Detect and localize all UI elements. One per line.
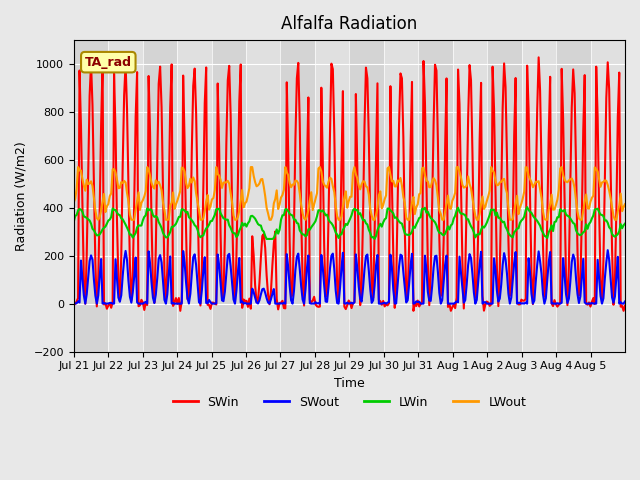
Legend: SWin, SWout, LWin, LWout: SWin, SWout, LWin, LWout (168, 391, 531, 414)
SWout (463, 282, 470, 288)
Bar (522, 40, 556, 351)
Bar (108, 40, 143, 351)
SWin (177, 308, 184, 314)
Line: SWin: SWin (74, 58, 625, 311)
Bar (177, 40, 212, 351)
Bar (212, 40, 246, 351)
Bar (487, 40, 522, 351)
LWout (90, 195, 98, 201)
SWout (545, 259, 552, 264)
SWin (621, 302, 629, 308)
SWin (464, 116, 472, 121)
SWin (106, 300, 113, 306)
Y-axis label: Radiation (W/m2): Radiation (W/m2) (15, 141, 28, 251)
SWin (355, 250, 363, 255)
Title: Alfalfa Radiation: Alfalfa Radiation (281, 15, 417, 33)
Bar (419, 40, 452, 351)
SWin (70, 299, 77, 305)
SWout (70, 301, 77, 307)
LWin (89, 226, 97, 232)
SWout (353, 265, 361, 271)
LWin (548, 222, 556, 228)
LWin (524, 204, 531, 210)
Bar (315, 40, 349, 351)
LWout (620, 204, 627, 210)
Bar (591, 40, 625, 351)
LWout (74, 164, 82, 170)
LWin (106, 216, 113, 222)
Text: TA_rad: TA_rad (85, 56, 132, 69)
Bar (143, 40, 177, 351)
LWin (263, 236, 271, 242)
SWout (89, 257, 97, 263)
LWout (466, 181, 474, 187)
Bar (384, 40, 419, 351)
LWin (355, 211, 363, 217)
Line: LWout: LWout (74, 167, 625, 220)
SWout (604, 247, 612, 253)
Bar (280, 40, 315, 351)
LWout (356, 187, 364, 192)
LWout (95, 217, 102, 223)
LWin (620, 222, 627, 228)
Bar (452, 40, 487, 351)
X-axis label: Time: Time (334, 377, 365, 390)
SWin (548, 300, 556, 306)
SWin (535, 55, 543, 60)
LWin (621, 221, 629, 227)
LWin (464, 216, 472, 222)
Line: SWout: SWout (74, 250, 625, 304)
SWin (620, 308, 627, 314)
SWin (89, 102, 97, 108)
Bar (74, 40, 108, 351)
Line: LWin: LWin (74, 207, 625, 239)
Bar (349, 40, 384, 351)
LWout (109, 167, 116, 172)
Bar (246, 40, 280, 351)
Bar (556, 40, 591, 351)
LWout (70, 200, 77, 205)
LWout (621, 201, 629, 207)
SWout (621, 299, 629, 304)
SWout (106, 300, 113, 306)
LWout (548, 192, 556, 198)
LWin (70, 219, 77, 225)
SWout (618, 301, 626, 307)
